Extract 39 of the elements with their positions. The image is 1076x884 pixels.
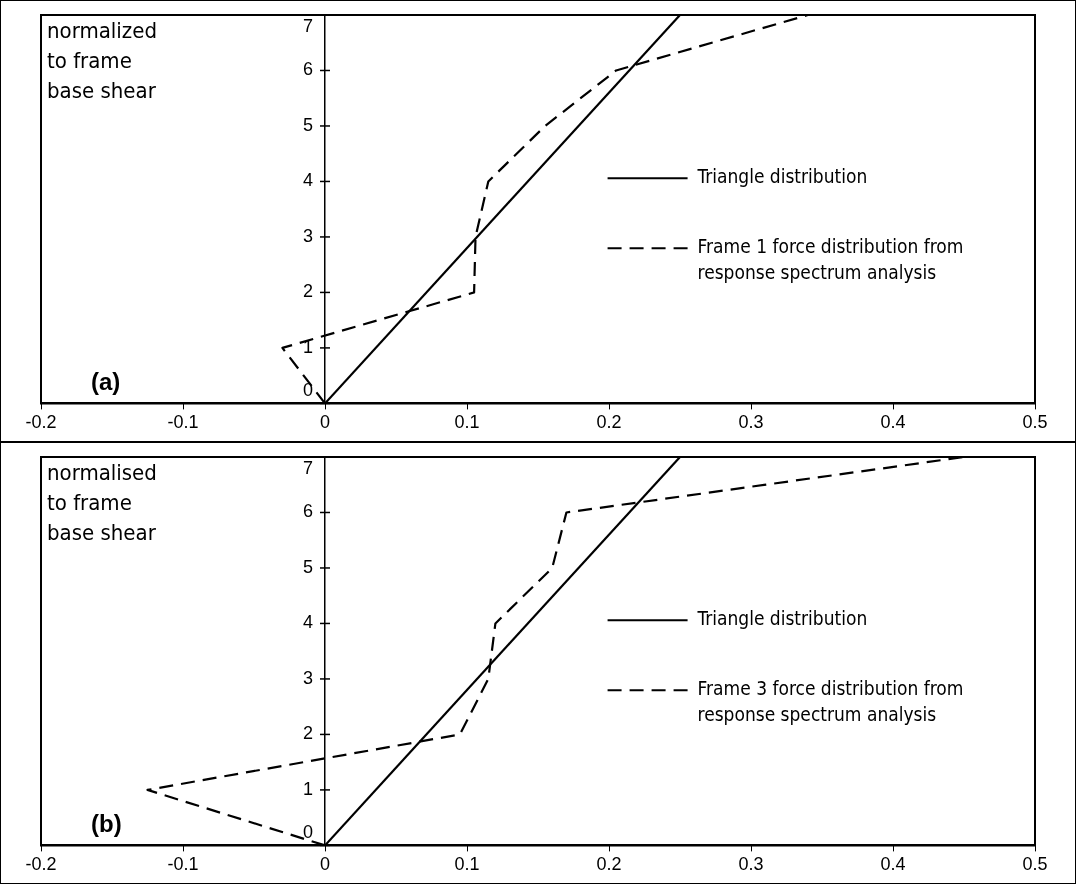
x-tick-label: 0.5 [1022,412,1048,433]
x-tick-label: 0.3 [738,412,764,433]
legend-label: Triangle distribution [696,607,868,630]
y-tick-label: 0 [302,380,313,401]
y-tick-label: 7 [302,457,313,478]
x-tick-label: 0.5 [1022,854,1048,875]
x-tick-label: -0.1 [167,854,199,875]
x-tick-label: 0.3 [738,854,764,875]
legend-label: Frame 3 force distribution from response spectrum analysis [697,677,964,726]
y-axis-title: normalised to frame base shear [47,459,157,545]
legend-label: Triangle distribution [696,165,868,188]
y-tick-label: 2 [302,723,313,744]
x-tick-label: -0.2 [25,412,57,433]
x-tick-label: -0.2 [25,854,57,875]
x-tick-label: 0.4 [880,412,906,433]
legend-label: Frame 1 force distribution from response spectrum analysis [697,235,964,284]
x-tick-label: 0.2 [596,412,622,433]
annotation: (a) [91,368,121,396]
x-tick-label: 0.1 [454,412,480,433]
y-tick-label: 5 [302,556,313,577]
x-tick-label: 0.2 [596,854,622,875]
y-tick-label: 7 [302,15,313,36]
y-tick-label: 3 [302,225,313,246]
y-tick-label: 0 [302,822,313,843]
annotation: (b) [91,810,122,838]
y-tick-label: 4 [302,612,313,633]
x-tick-label: 0.4 [880,854,906,875]
x-tick-label: 0 [319,854,331,875]
x-tick-label: -0.1 [167,412,199,433]
y-tick-label: 6 [302,59,313,80]
y-tick-label: 3 [302,667,313,688]
y-axis-title: normalized to frame base shear [47,17,157,103]
y-tick-label: 5 [302,114,313,135]
y-tick-label: 4 [302,170,313,191]
x-tick-label: 0.1 [454,854,480,875]
y-tick-label: 1 [302,778,313,799]
y-tick-label: 6 [302,501,313,522]
y-tick-label: 2 [302,281,313,302]
x-tick-label: 0 [319,412,331,433]
